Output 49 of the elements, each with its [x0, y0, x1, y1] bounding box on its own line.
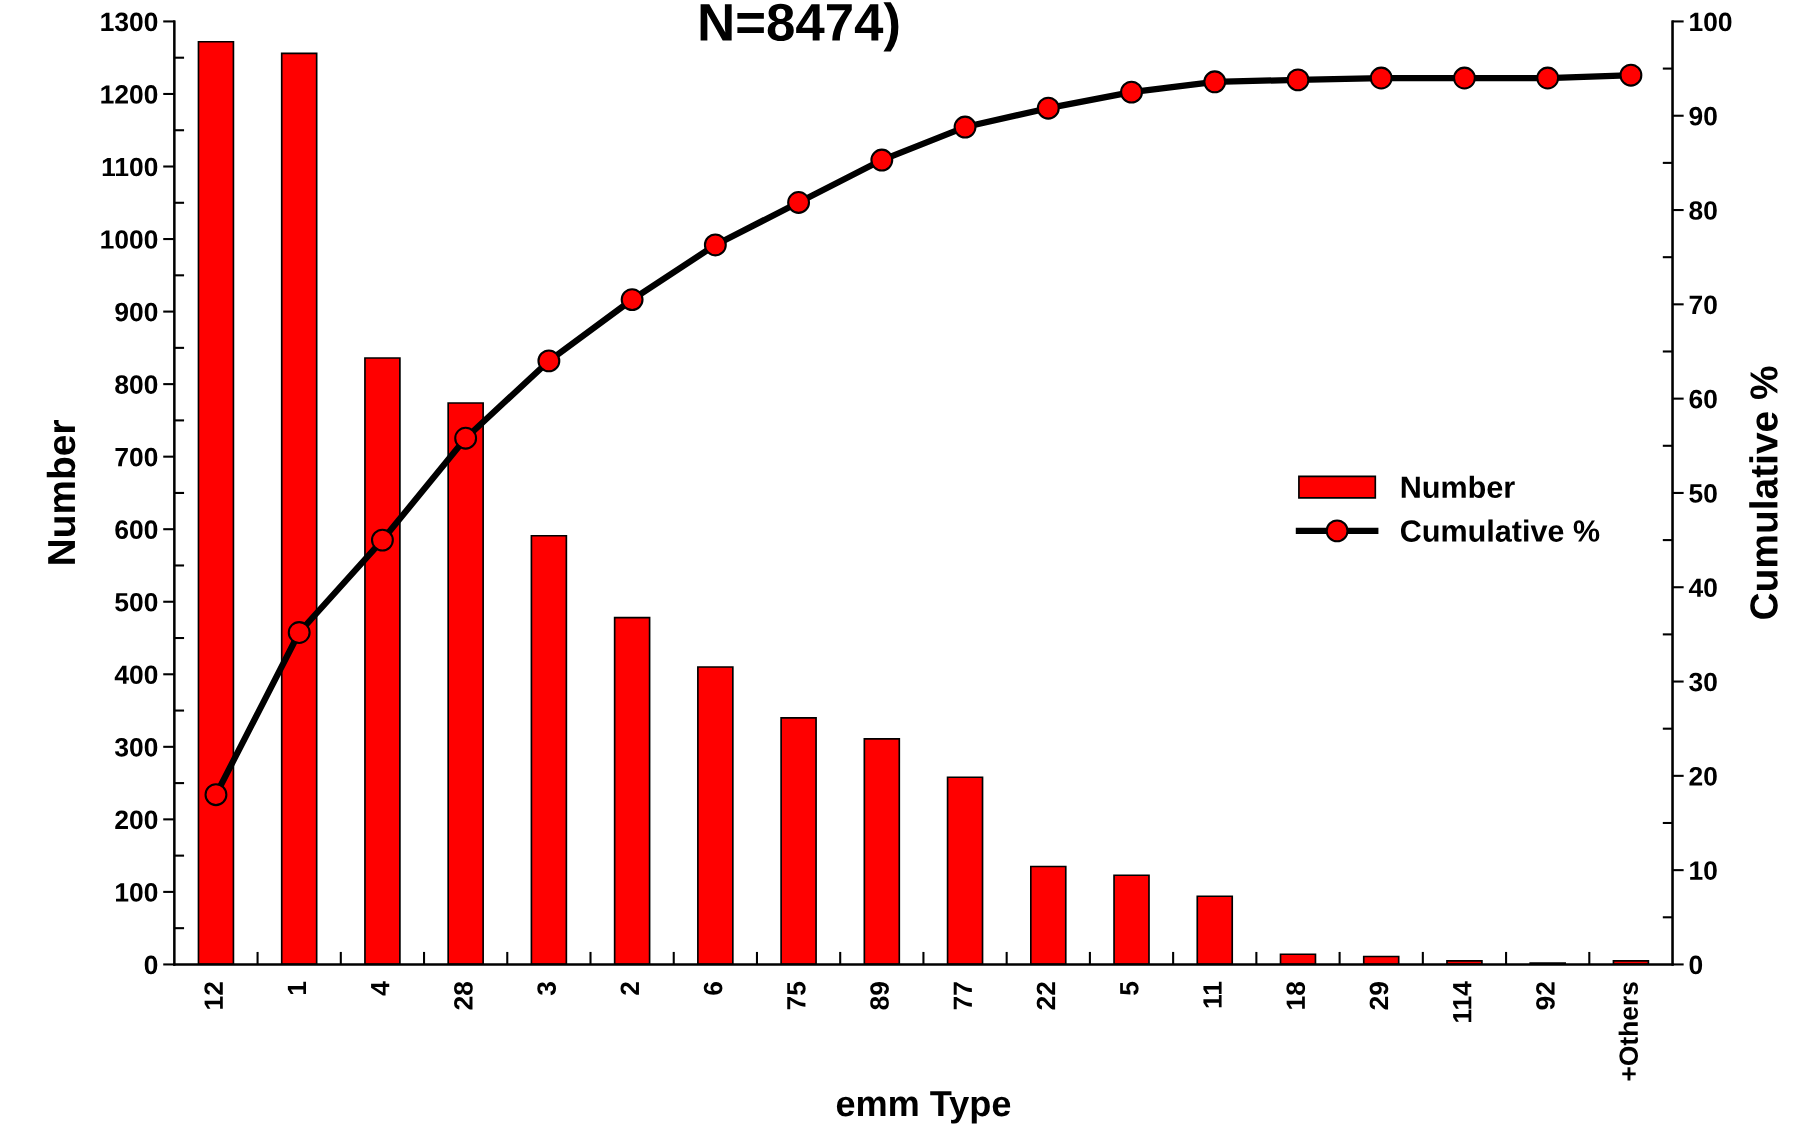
chart-title: N=8474): [700, 2, 899, 52]
y2-tick-label: 70: [1689, 295, 1717, 315]
y-tick-label: 600: [115, 520, 158, 540]
y-tick-label: 500: [115, 592, 158, 612]
x-tick-label: 4: [371, 981, 390, 996]
y-tick-label: 1100: [102, 157, 158, 177]
y2-tick-label: 30: [1689, 672, 1717, 692]
y2-tick-label: 10: [1690, 861, 1717, 880]
y2-tick-label: 20: [1689, 766, 1717, 786]
y2-tick-label: 90: [1689, 106, 1717, 126]
legend-label: Number: [1401, 475, 1515, 499]
x-tick-label: 89: [870, 982, 889, 1010]
y2-tick-label: 50: [1689, 484, 1717, 503]
y-axis-title: Number: [46, 420, 76, 564]
legend-label: Cumulative %: [1401, 519, 1600, 542]
y-tick-label: 100: [116, 883, 158, 902]
x-tick-label: 22: [1036, 982, 1056, 1010]
x-tick-label: 77: [953, 982, 972, 1010]
x-tick-label: 18: [1286, 981, 1306, 1009]
y-tick-label: 0: [144, 955, 158, 975]
y-tick-label: 900: [115, 302, 158, 322]
y2-tick-label: 0: [1689, 955, 1703, 975]
y2-tick-label: 80: [1689, 201, 1717, 220]
x-axis-title: emm Type: [836, 1091, 1011, 1124]
y-tick-label: 400: [114, 665, 158, 685]
y-tick-label: 300: [114, 737, 158, 757]
y2-tick-label: 60: [1689, 389, 1717, 409]
x-tick-label: 5: [1120, 981, 1139, 995]
x-tick-label: 92: [1536, 982, 1555, 1010]
y2-tick-label: 100: [1690, 12, 1732, 32]
x-tick-label: 75: [787, 981, 806, 1010]
y-tick-label: 800: [115, 375, 158, 394]
x-tick-label: +Others: [1618, 982, 1638, 1081]
x-tick-label: 12: [204, 982, 223, 1009]
x-tick-label: 28: [454, 981, 473, 1010]
y-tick-label: 1300: [101, 12, 158, 32]
x-tick-label: 114: [1453, 981, 1472, 1023]
y-tick-label: 1000: [101, 230, 158, 249]
y-tick-label: 1200: [101, 85, 158, 104]
y2-axis-title: Cumulative %: [1749, 366, 1778, 619]
x-tick-label: 3: [537, 982, 557, 996]
y-tick-label: 700: [115, 447, 158, 467]
y2-tick-label: 40: [1688, 578, 1717, 598]
x-tick-label: 6: [703, 982, 723, 995]
x-tick-label: 29: [1369, 982, 1389, 1010]
x-tick-label: 1: [287, 981, 307, 995]
x-tick-label: 11: [1203, 981, 1222, 1008]
y-tick-label: 200: [115, 810, 158, 830]
x-tick-label: 2: [620, 982, 639, 995]
